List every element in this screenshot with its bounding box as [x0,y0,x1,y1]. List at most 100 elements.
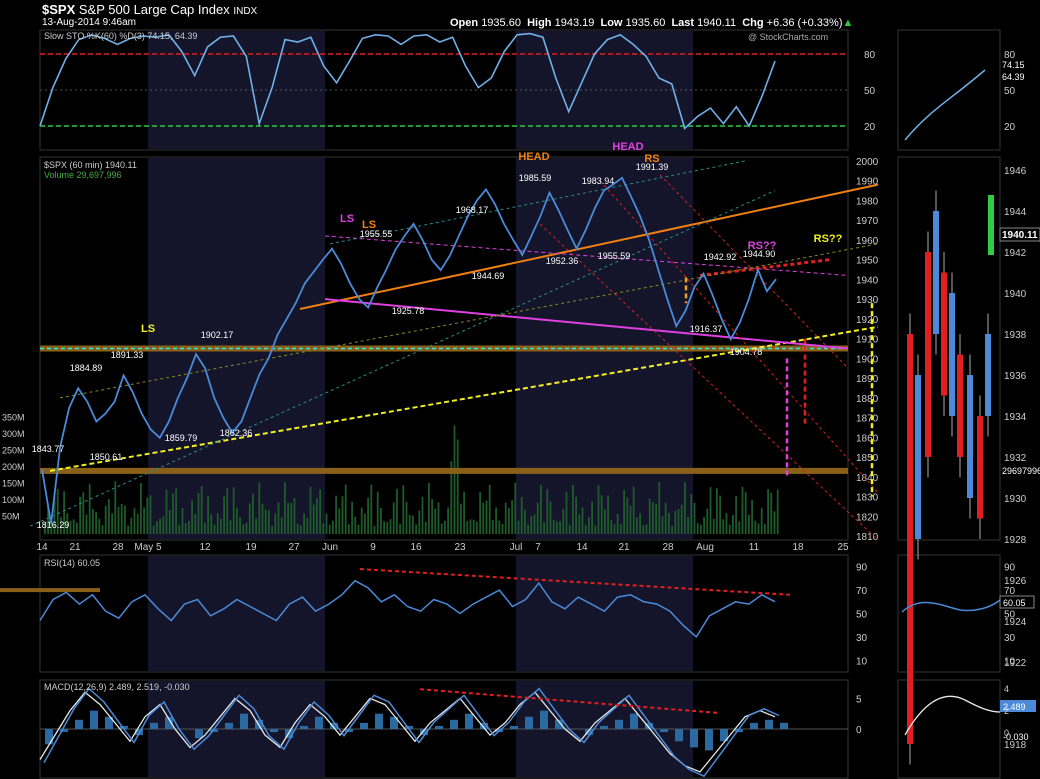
price-annotation: HEAD [518,151,549,163]
macd-histogram-bar [720,729,728,742]
volume-bar [402,485,405,534]
volume-bar [472,519,475,534]
volume-bar [690,494,693,534]
last-price-box [999,227,1040,242]
macd-side-label: -0.030 [1003,732,1029,742]
price-annotation: 1968.17 [456,205,489,215]
price-annotation: RS?? [814,233,843,245]
price-ytick: 1970 [856,216,879,227]
volume-bar [642,525,645,534]
volume-bar [492,520,494,534]
volume-bar [540,484,542,534]
volume-bar [172,493,174,534]
volume-bar [258,482,261,534]
volume-tick: 350M [2,413,25,423]
macd-histogram-bar [735,729,743,733]
macd-side-frame [897,679,1001,779]
volume-bar [664,502,667,534]
volume-bar [501,523,504,534]
index-name: S&P 500 Large Cap Index [78,2,230,17]
volume-bar [671,526,673,534]
volume-bar [466,521,469,534]
side-price-tick: 1926 [1004,576,1027,587]
price-xtick: 19 [245,542,257,553]
price-annotation: 1916.37 [690,324,723,334]
volume-bar [66,513,69,534]
volume-bar [556,521,558,534]
last-label: Last [671,17,695,29]
rsi-side-ytick: 10 [1004,656,1016,667]
volume-bar [165,489,168,534]
macd-side-box [1000,700,1036,712]
volume-bar [632,486,635,534]
price-annotation: RS [644,153,659,165]
volume-bar [748,515,750,534]
red-channel-1 [539,223,879,541]
price-xtick: 25 [837,542,849,553]
chg-label: Chg [742,17,764,29]
sto-title: Slow STO %K(60) %D(3) 74.15, 64.39 [44,31,197,41]
price-ytick: 1880 [856,394,879,405]
price-ytick: 1930 [856,295,879,306]
volume-tick: 100M [2,495,25,505]
volume-bar [360,507,363,534]
volume-bar [616,513,619,534]
price-ytick: 1840 [856,473,879,484]
price-ytick: 1850 [856,453,879,464]
volume-bar [159,518,161,534]
price-annotation: 1955.55 [360,229,393,239]
volume-bar [728,524,731,534]
price-annotation: LS [362,219,376,231]
volume-bar [213,524,216,534]
volume-bar [527,524,529,534]
macd-histogram-bar [540,710,548,729]
price-xtick: 11 [749,542,760,553]
volume-bar [316,498,318,534]
macd-histogram-bar [150,722,158,729]
macd-histogram-bar [645,722,653,729]
rsi-ytick: 50 [856,610,868,621]
macd-histogram-bar [60,729,68,733]
macd-histogram-bar [660,729,668,733]
rsi-week-band [516,556,693,671]
volume-bar [252,493,254,534]
last-value: 1940.11 [697,17,737,29]
price-ytick: 1820 [856,512,879,523]
volume-bar [204,522,206,534]
volume-bar [568,524,571,534]
side-candle-body [933,211,939,334]
volume-bar [136,513,139,534]
price-xtick: 27 [288,542,300,553]
macd-histogram-bar [420,729,428,736]
volume-bar [412,515,414,534]
price-annotation: 1816.29 [37,520,70,530]
volume-bar [239,517,241,534]
volume-bar [232,487,235,534]
macd-histogram-bar [405,725,413,729]
volume-bar [63,491,65,534]
volume-bar [127,525,129,534]
macd-histogram-bar [45,729,53,745]
volume-bar [108,499,110,534]
volume-bar [370,484,373,534]
volume-bar [636,517,638,534]
volume-bar [50,519,53,534]
volume-bar [456,439,459,534]
volume-bar [594,525,597,534]
volume-bar [277,502,280,534]
volume-bar [533,514,536,534]
side-price-tick: 1934 [1004,412,1027,423]
volume-bar [421,496,424,534]
support-band-1905 [40,345,848,352]
price-title: $SPX (60 min) 1940.11 [44,160,137,170]
volume-tick: 50M [2,512,20,522]
volume-bar [652,502,654,534]
rsi-week-band [148,556,325,671]
volume-bar [764,524,766,534]
volume-bar [178,524,181,534]
volume-bar [319,489,321,534]
volume-bar [290,503,293,534]
volume-bar [392,502,395,534]
volume-bar [565,491,568,534]
macd-histogram-bar [600,725,608,729]
